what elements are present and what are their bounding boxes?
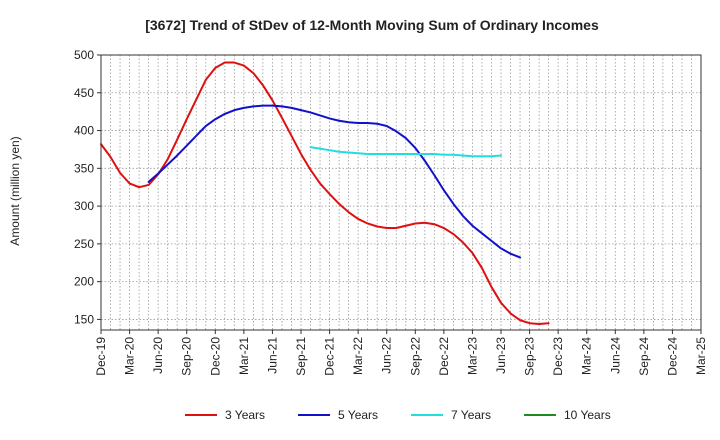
- x-tick-label: Sep-20: [180, 337, 194, 376]
- x-tick-label: Mar-24: [580, 337, 594, 375]
- legend-label: 5 Years: [338, 408, 378, 422]
- x-tick-label: Mar-25: [694, 337, 708, 375]
- y-tick-label: 450: [74, 86, 94, 100]
- y-tick-label: 400: [74, 124, 94, 138]
- grid: [101, 54, 701, 330]
- plot-frame: [100, 54, 702, 331]
- legend-label: 10 Years: [564, 408, 611, 422]
- x-tick-label: Jun-22: [380, 337, 394, 374]
- x-tick-label: Dec-21: [323, 337, 337, 376]
- x-tick-label: Mar-23: [465, 337, 479, 375]
- series-line-3-years: [100, 61, 550, 325]
- series-line-5-years: [147, 104, 522, 259]
- x-tick-label: Dec-19: [94, 337, 108, 376]
- y-tick-label: 350: [74, 161, 94, 175]
- x-tick-label: Sep-24: [637, 337, 651, 376]
- y-tick-label: 200: [74, 275, 94, 289]
- y-tick-label: 250: [74, 237, 94, 251]
- legend-label: 7 Years: [451, 408, 491, 422]
- x-tick-label: Mar-20: [123, 337, 137, 375]
- x-tick-label: Dec-23: [551, 337, 565, 376]
- legend-label: 3 Years: [225, 408, 265, 422]
- x-tick-label: Mar-21: [237, 337, 251, 375]
- y-ticks: 150 200 250 300 350 400 450 500: [74, 48, 101, 326]
- x-tick-label: Dec-20: [208, 337, 222, 376]
- y-tick-label: 500: [74, 48, 94, 62]
- y-tick-label: 300: [74, 199, 94, 213]
- x-tick-label: Mar-22: [351, 337, 365, 375]
- x-tick-label: Jun-21: [265, 337, 279, 374]
- x-tick-label: Sep-23: [523, 337, 537, 376]
- y-tick-label: 150: [74, 312, 94, 326]
- x-tick-label: Sep-21: [294, 337, 308, 376]
- series-line-7-years: [309, 146, 502, 158]
- x-ticks: Dec-19 Mar-20 Jun-20 Sep-20 Dec-20 Mar-21 Jun-…: [94, 330, 708, 376]
- x-tick-label: Sep-22: [408, 337, 422, 376]
- x-tick-label: Jun-23: [494, 337, 508, 374]
- y-axis-label: Amount (million yen): [8, 136, 22, 245]
- x-tick-label: Jun-20: [151, 337, 165, 374]
- legend: 3 Years 5 Years 7 Years 10 Years: [185, 408, 611, 422]
- x-tick-label: Dec-22: [437, 337, 451, 376]
- x-tick-label: Jun-24: [608, 337, 622, 374]
- series-lines: [100, 61, 550, 325]
- x-tick-label: Dec-24: [665, 337, 679, 376]
- chart-title: [3672] Trend of StDev of 12-Month Moving…: [145, 17, 599, 33]
